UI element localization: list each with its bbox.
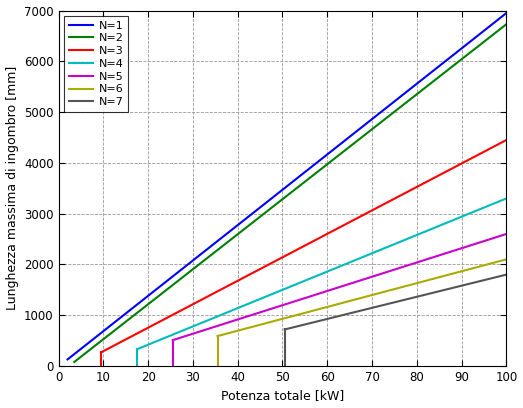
N=4 — [494, 200, 501, 204]
N=6 — [354, 297, 360, 302]
N=1 — [64, 357, 71, 362]
Line: N=5: N=5 — [173, 234, 506, 340]
N=7 — [503, 272, 509, 277]
Legend: N=1, N=2, N=3, N=4, N=5, N=6, N=7: N=1, N=2, N=3, N=4, N=5, N=6, N=7 — [64, 16, 128, 112]
N=4 — [437, 223, 443, 228]
N=2 — [328, 159, 335, 164]
N=4 — [309, 275, 315, 280]
N=1 — [493, 19, 499, 24]
N=7 — [281, 327, 288, 332]
N=2 — [71, 359, 77, 364]
N=4 — [312, 274, 318, 279]
N=5 — [495, 234, 502, 239]
N=3 — [290, 249, 297, 254]
N=4 — [334, 265, 340, 270]
N=1 — [424, 73, 430, 78]
Line: N=6: N=6 — [218, 259, 506, 336]
N=4 — [354, 257, 360, 262]
N=2 — [276, 199, 282, 204]
N=1 — [276, 191, 282, 195]
N=7 — [388, 301, 394, 306]
N=1 — [273, 193, 279, 197]
N=5 — [169, 338, 176, 343]
N=6 — [451, 271, 458, 276]
X-axis label: Potenza totale [kW]: Potenza totale [kW] — [221, 390, 344, 402]
N=6 — [214, 334, 221, 339]
N=1 — [503, 11, 509, 16]
N=7 — [463, 282, 470, 287]
N=5 — [328, 287, 334, 292]
N=7 — [498, 273, 504, 278]
N=5 — [350, 280, 356, 285]
Line: N=7: N=7 — [285, 275, 506, 330]
N=2 — [305, 177, 311, 182]
N=2 — [425, 83, 431, 88]
N=3 — [317, 235, 324, 240]
N=4 — [134, 347, 140, 352]
Line: N=4: N=4 — [137, 198, 506, 349]
N=3 — [293, 248, 299, 253]
N=6 — [496, 259, 503, 264]
N=7 — [414, 295, 420, 299]
N=2 — [493, 30, 499, 35]
Line: N=2: N=2 — [74, 24, 506, 362]
N=3 — [98, 350, 104, 355]
N=3 — [503, 137, 509, 142]
N=5 — [368, 275, 374, 279]
N=5 — [330, 287, 336, 292]
N=4 — [503, 196, 509, 201]
N=3 — [493, 143, 499, 148]
Line: N=1: N=1 — [67, 13, 506, 359]
N=2 — [503, 22, 509, 27]
N=3 — [430, 176, 436, 181]
N=1 — [302, 170, 308, 175]
N=5 — [443, 251, 449, 255]
Y-axis label: Lunghezza massima di ingombro [mm]: Lunghezza massima di ingombro [mm] — [6, 66, 18, 310]
N=2 — [279, 197, 285, 202]
N=6 — [386, 288, 393, 293]
N=6 — [503, 257, 509, 262]
N=7 — [387, 301, 393, 306]
N=6 — [371, 292, 377, 297]
N=7 — [402, 297, 408, 302]
N=1 — [325, 151, 332, 156]
N=6 — [351, 297, 358, 302]
N=5 — [503, 232, 509, 237]
N=3 — [339, 224, 345, 228]
Line: N=3: N=3 — [101, 140, 506, 353]
